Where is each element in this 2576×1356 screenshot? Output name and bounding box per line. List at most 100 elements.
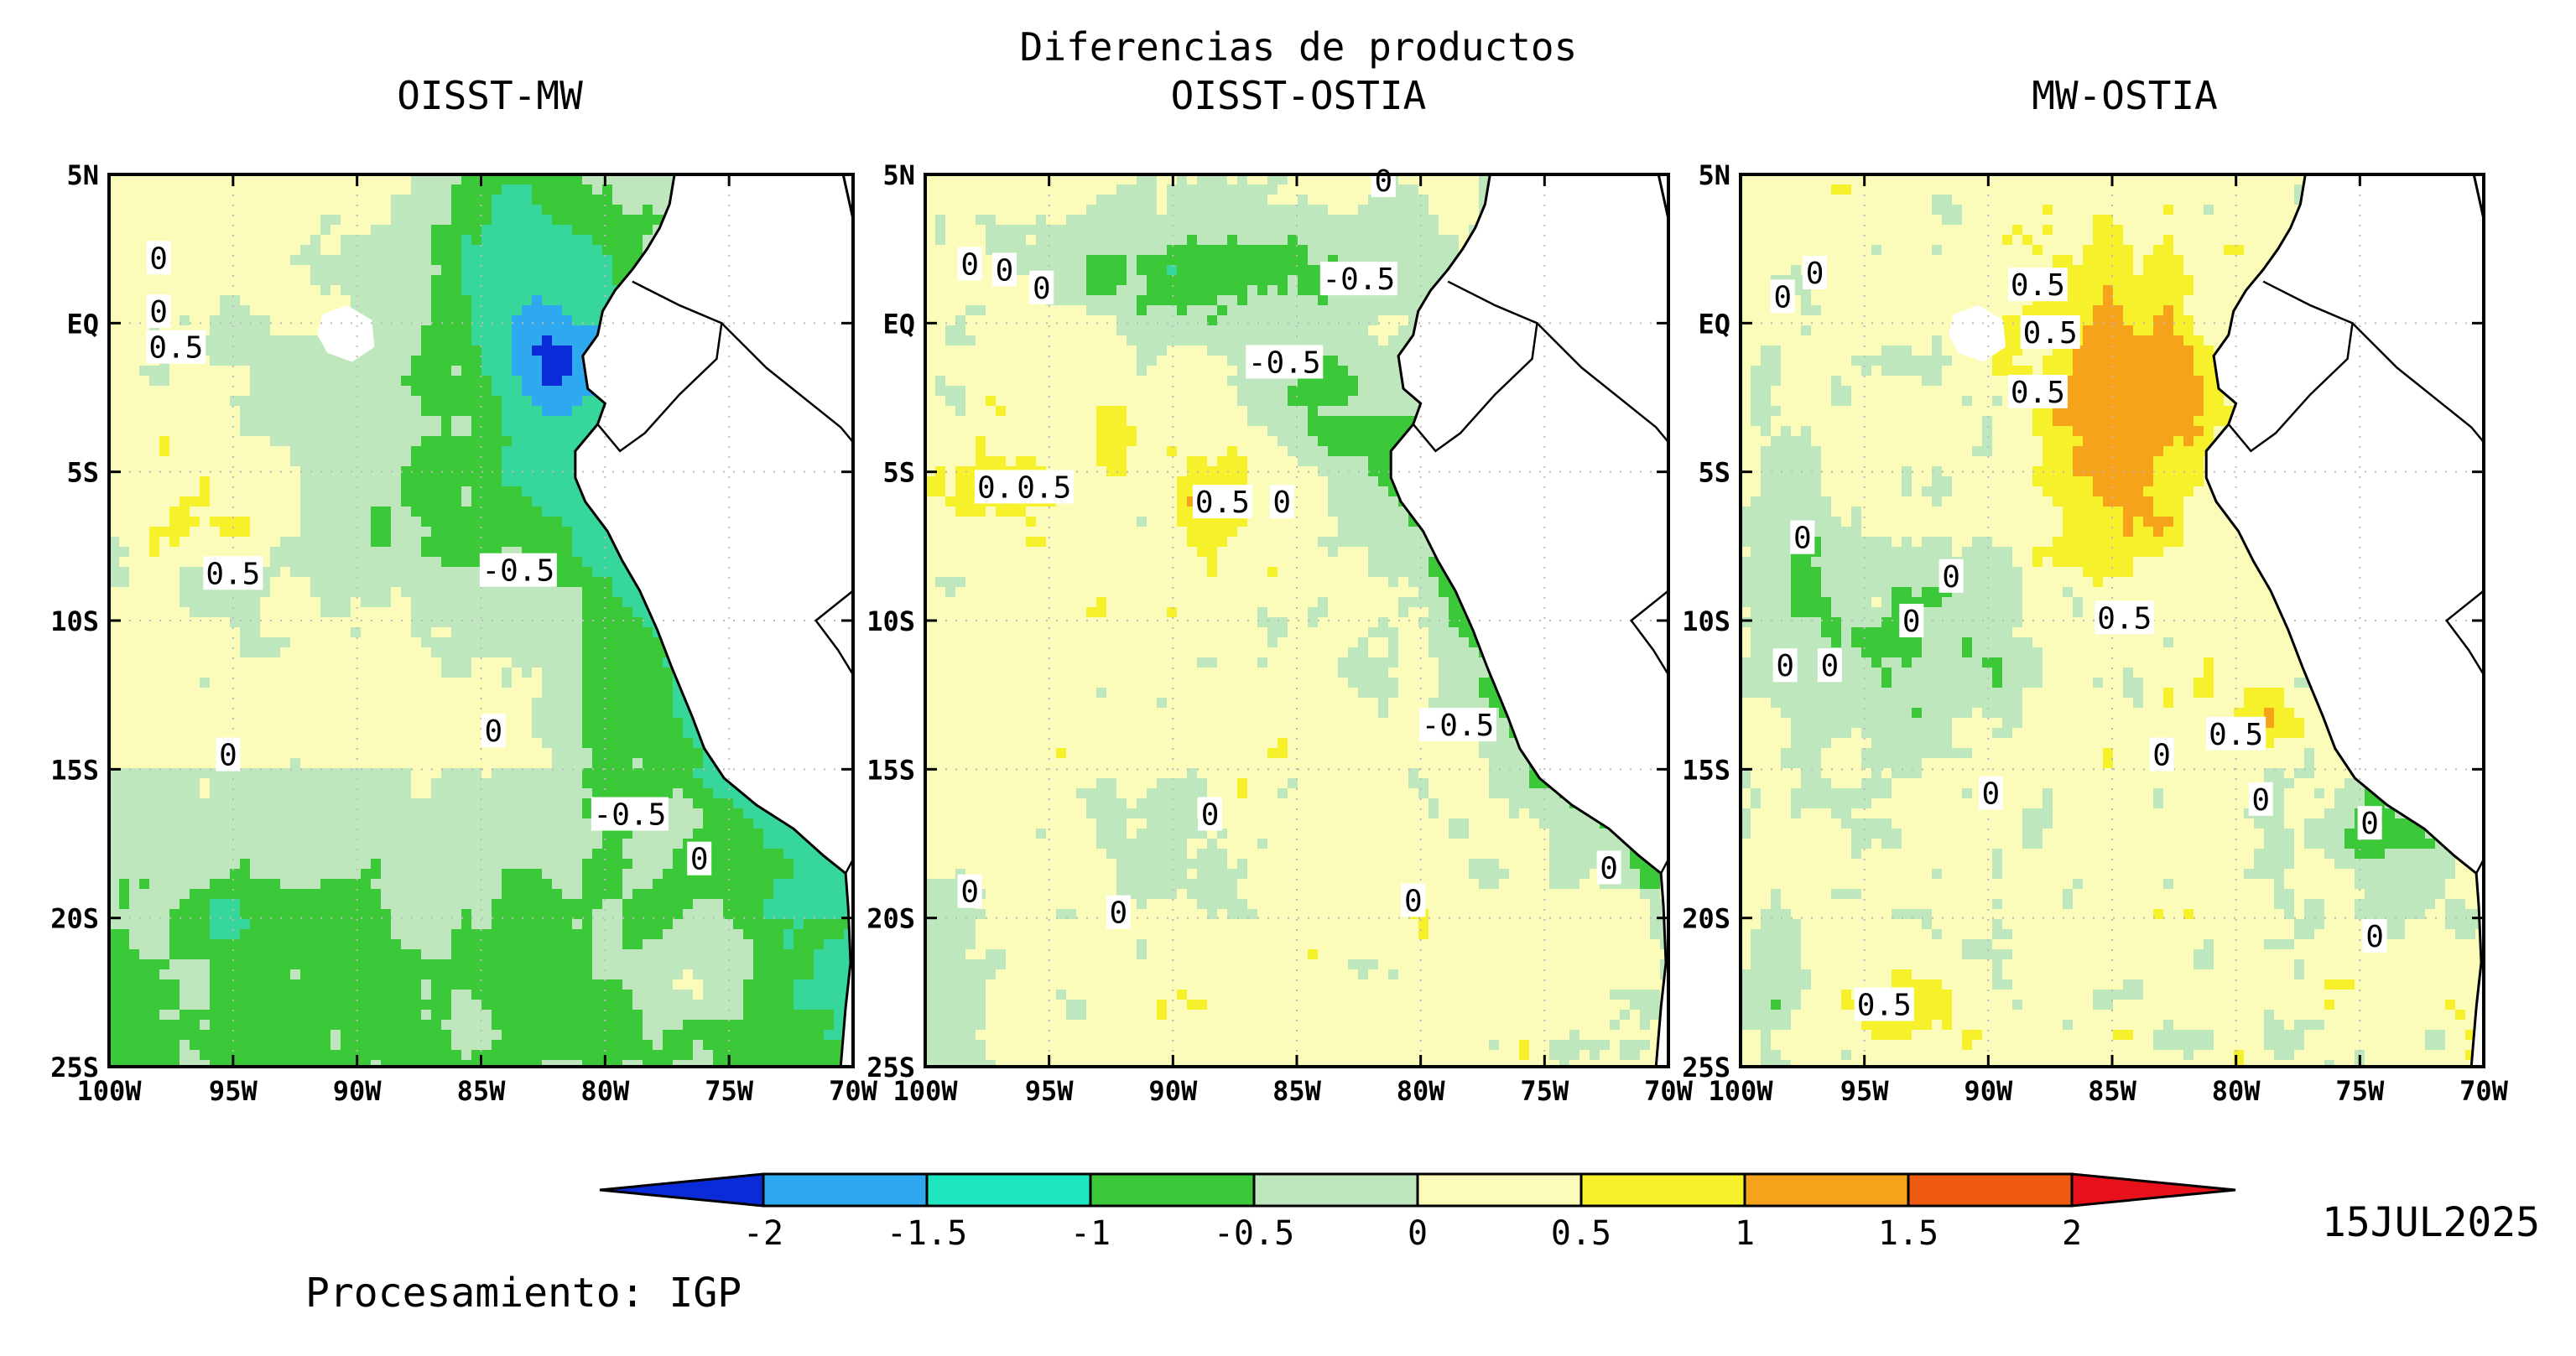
lat-tick-label: 10S [50, 605, 99, 637]
colorbar-segment [1416, 1172, 1583, 1208]
coastline-east [841, 174, 853, 1067]
lon-tick-label: 100W [1708, 1075, 1773, 1107]
lon-tick-label: 95W [1025, 1075, 1075, 1107]
contour-label: 0.5 [1192, 485, 1252, 520]
lon-tick-label: 90W [1964, 1075, 2013, 1107]
colorbar-label: 0.5 [1551, 1214, 1611, 1253]
lon-tick-label: 75W [705, 1075, 754, 1107]
lat-tick-label: 20S [50, 903, 99, 935]
colorbar-segment [762, 1172, 929, 1208]
contour-label: 0 [1770, 279, 1795, 314]
country-border [2227, 280, 2354, 453]
lon-tick-label: 85W [457, 1075, 507, 1107]
contour-label: 0 [1817, 648, 1842, 683]
processing-credit: Procesamiento: IGP [305, 1270, 742, 1317]
contour-label: 0 [1978, 776, 2003, 812]
contour-label: 0.5 [1854, 987, 1914, 1023]
contour-label: 0.5 [2007, 374, 2068, 410]
contour-label: 0 [146, 294, 171, 330]
lat-tick-label: EQ [66, 308, 99, 340]
colorbar-label: -1 [1070, 1214, 1111, 1253]
contour-label: 0 [2357, 806, 2382, 841]
lat-tick-label: 25S [866, 1052, 915, 1083]
contour-label: 0 [1269, 485, 1294, 520]
colorbar-segment [925, 1172, 1092, 1208]
colorbar-label: 1 [1735, 1214, 1755, 1253]
lon-tick-label: 100W [892, 1075, 958, 1107]
lat-tick-label: 5N [66, 159, 99, 191]
lon-tick-label: 75W [1520, 1075, 1569, 1107]
lon-tick-label: 90W [333, 1075, 382, 1107]
contour-label: 0 [2362, 918, 2387, 954]
galapagos-mask [317, 305, 375, 362]
axis-ticks [924, 173, 1670, 1068]
contour-label: 0.5 [2007, 268, 2068, 303]
colorbar-label: -2 [743, 1214, 783, 1253]
contour-label: 0 [1198, 797, 1223, 833]
lon-tick-label: 80W [580, 1075, 630, 1107]
contour-label: 0 [957, 874, 982, 910]
lon-tick-label: 70W [1644, 1075, 1694, 1107]
coastline-east [1657, 174, 1668, 1067]
contour-label: 0.5 [2206, 716, 2266, 752]
figure-title: Diferencias de productos [1020, 24, 1578, 70]
lat-tick-label: 5S [1698, 457, 1730, 489]
lat-tick-label: 10S [1682, 605, 1730, 637]
contour-label: 0.5 [1014, 470, 1075, 505]
country-border [2482, 858, 2484, 861]
contour-label: -0.5 [1319, 262, 1397, 297]
country-border [814, 590, 853, 875]
panel-title: MW-OSTIA [2032, 73, 2218, 118]
lon-tick-label: 70W [829, 1075, 878, 1107]
panel-title: OISST-OSTIA [1171, 73, 1427, 118]
country-border [2351, 322, 2484, 443]
country-border [1629, 590, 1668, 875]
date-label: 15JUL2025 [2322, 1199, 2540, 1246]
contour-label: 0 [1790, 520, 1815, 556]
colorbar-segment [1907, 1172, 2074, 1208]
coastline [1389, 174, 1668, 1067]
lat-tick-label: 20S [866, 903, 915, 935]
galapagos-mask [1949, 305, 2006, 362]
colorbar-segment [1579, 1172, 1746, 1208]
lat-tick-label: 5N [1698, 159, 1730, 191]
lat-tick-label: 5N [882, 159, 915, 191]
contour-label: 0.5 [146, 330, 206, 366]
colorbar-label: 1.5 [1878, 1214, 1939, 1253]
contour-label: 0 [1899, 604, 1924, 639]
contour-label: 0 [1772, 648, 1798, 683]
country-border [596, 280, 723, 453]
country-border [2444, 590, 2484, 875]
lon-tick-label: 100W [76, 1075, 142, 1107]
contour-label: 0.5 [2020, 314, 2080, 351]
contour-label: 0 [1401, 883, 1426, 918]
lat-tick-label: EQ [882, 308, 915, 340]
colorbar-label: -1.5 [887, 1214, 967, 1253]
contour-label: 0 [992, 252, 1017, 288]
lon-tick-label: 95W [1840, 1075, 1890, 1107]
country-border [721, 322, 853, 444]
lat-tick-label: 15S [866, 754, 915, 786]
lon-tick-label: 85W [1272, 1075, 1322, 1107]
lon-tick-label: 85W [2088, 1075, 2137, 1107]
colorbar-label: 0 [1408, 1214, 1428, 1253]
lon-tick-label: 75W [2335, 1075, 2385, 1107]
coastline [574, 174, 852, 1067]
colorbar-high-arrow [2070, 1172, 2236, 1208]
contour-label: 0.5 [203, 556, 263, 591]
lat-tick-label: 10S [866, 605, 915, 637]
contour-label: -0.5 [479, 553, 557, 589]
contour-label: 0 [1939, 559, 1964, 595]
contour-label: 0 [1803, 256, 1828, 291]
contour-label: 0 [957, 247, 982, 282]
contour-label: 0.5 [2095, 600, 2155, 636]
lon-tick-label: 70W [2459, 1075, 2509, 1107]
lon-tick-label: 80W [1397, 1075, 1446, 1107]
contour-label: 0 [216, 737, 241, 773]
lon-tick-label: 95W [209, 1075, 258, 1107]
lon-tick-label: 90W [1148, 1075, 1198, 1107]
